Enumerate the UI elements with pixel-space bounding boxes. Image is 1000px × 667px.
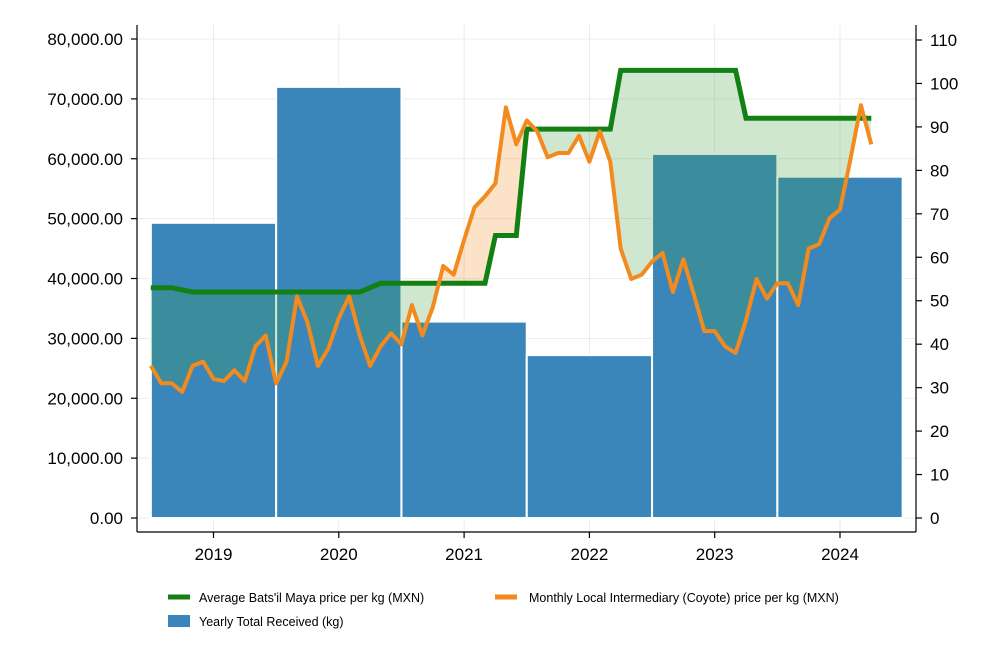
legend-label: Yearly Total Received (kg) (199, 615, 344, 629)
legend-swatch (168, 594, 190, 600)
line-coyote-price (149, 103, 874, 394)
right-tick-label: 70 (930, 205, 949, 224)
x-tick-label: 2021 (445, 545, 483, 564)
left-tick-label: 10,000.00 (47, 449, 123, 468)
area-between-prices (150, 283, 439, 392)
axes: 0.00 10,000.00 20,000.00 30,000.00 40,000.00… (47, 25, 958, 564)
right-tick-label: 40 (930, 335, 949, 354)
left-tick-label: 60,000.00 (47, 150, 123, 169)
x-tick-label: 2024 (821, 545, 859, 564)
bar (400, 320, 528, 519)
x-tick-label: 2022 (570, 545, 608, 564)
right-tick-label: 80 (930, 161, 949, 180)
left-tick-label: 70,000.00 (47, 90, 123, 109)
price-lines (149, 67, 874, 394)
legend-label: Average Bats'il Maya price per kg (MXN) (199, 591, 424, 605)
left-tick-label: 20,000.00 (47, 389, 123, 408)
bar (525, 354, 654, 520)
x-tick-label: 2020 (320, 545, 358, 564)
right-tick-label: 90 (930, 118, 949, 137)
legend: Average Bats'il Maya price per kg (MXN) M… (168, 591, 839, 629)
bar (651, 152, 779, 520)
right-tick-label: 10 (930, 466, 949, 485)
x-tick-label: 2023 (696, 545, 734, 564)
left-tick-label: 40,000.00 (47, 270, 123, 289)
right-tick-label: 20 (930, 422, 949, 441)
legend-label: Monthly Local Intermediary (Coyote) pric… (529, 591, 839, 605)
line-batsil-maya-price (150, 67, 872, 295)
left-tick-label: 0.00 (90, 509, 123, 528)
right-tick-label: 0 (930, 509, 939, 528)
legend-swatch (495, 594, 517, 600)
legend-swatch (168, 615, 190, 627)
x-tick-label: 2019 (195, 545, 233, 564)
left-tick-label: 80,000.00 (47, 30, 123, 49)
right-tick-label: 110 (930, 31, 957, 50)
right-tick-label: 30 (930, 379, 949, 398)
left-tick-label: 30,000.00 (47, 329, 123, 348)
left-tick-label: 50,000.00 (47, 210, 123, 229)
bar (776, 175, 904, 519)
bar (149, 221, 278, 519)
bar-series (149, 85, 904, 520)
right-tick-label: 60 (930, 248, 949, 267)
right-tick-label: 50 (930, 292, 949, 311)
right-tick-label: 100 (930, 74, 958, 93)
